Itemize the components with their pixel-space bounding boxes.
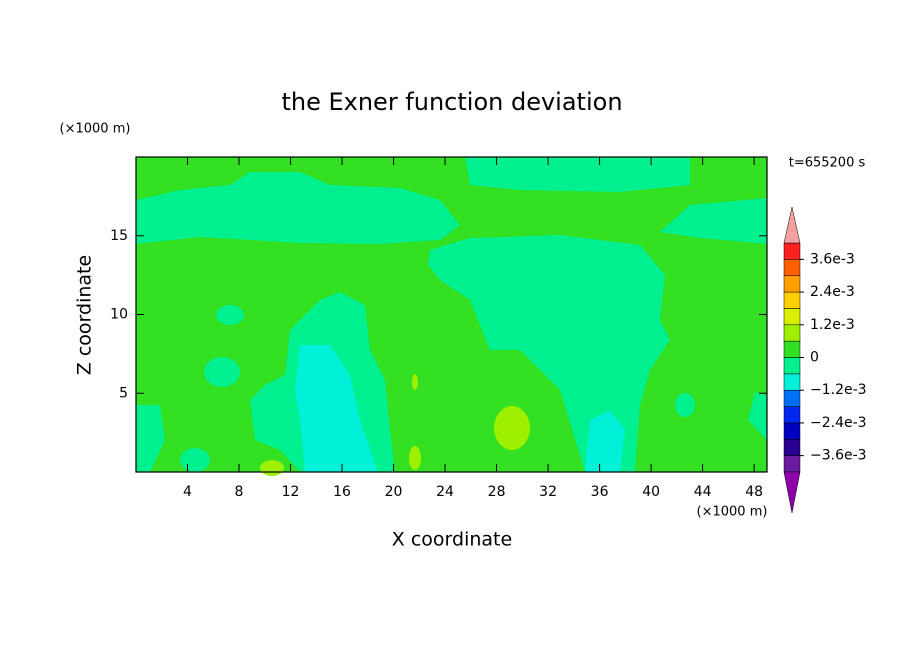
colorbar-box bbox=[783, 340, 801, 358]
colorbar-box bbox=[783, 357, 801, 375]
contour-region bbox=[675, 393, 695, 417]
colorbar-tick-label: 3.6e-3 bbox=[810, 251, 855, 267]
contour-region bbox=[260, 460, 284, 476]
contour-region bbox=[216, 305, 244, 325]
contour-region bbox=[409, 446, 421, 470]
contour-region bbox=[136, 172, 460, 244]
contour-region bbox=[412, 374, 418, 390]
colorbar-tick-label: 0 bbox=[810, 350, 819, 366]
colorbar-box bbox=[783, 291, 801, 309]
colorbar-tick-label: 1.2e-3 bbox=[810, 317, 855, 333]
x-tick-label: 12 bbox=[282, 484, 300, 500]
x-tick-label: 24 bbox=[436, 484, 454, 500]
colorbar-over bbox=[783, 206, 801, 244]
x-tick-label: 36 bbox=[591, 484, 609, 500]
y-tick-label: 5 bbox=[119, 385, 128, 401]
x-tick-label: 28 bbox=[488, 484, 506, 500]
colorbar-box bbox=[783, 242, 801, 260]
colorbar-box bbox=[783, 406, 801, 424]
y-tick-label: 10 bbox=[110, 307, 128, 323]
colorbar-under bbox=[783, 471, 801, 514]
x-unit: (×1000 m) bbox=[697, 505, 768, 520]
annotation: t=655200 s bbox=[789, 156, 866, 171]
x-tick-label: 48 bbox=[745, 484, 763, 500]
colorbar-box bbox=[783, 308, 801, 326]
contour-region bbox=[136, 405, 165, 472]
colorbar-tick-label: −2.4e-3 bbox=[810, 415, 867, 431]
x-axis-label: X coordinate bbox=[392, 529, 512, 551]
colorbar-box bbox=[783, 439, 801, 456]
contour-region bbox=[295, 345, 378, 472]
colorbar-tick-label: −3.6e-3 bbox=[810, 448, 867, 464]
x-tick-label: 8 bbox=[235, 484, 244, 500]
contour-region bbox=[660, 198, 767, 244]
colorbar-tick-label: −1.2e-3 bbox=[810, 382, 867, 398]
colorbar-box bbox=[783, 389, 801, 407]
y-unit: (×1000 m) bbox=[60, 122, 131, 137]
chart-title: the Exner function deviation bbox=[281, 88, 622, 116]
contour-region bbox=[494, 406, 530, 450]
contour-region bbox=[204, 357, 240, 387]
colorbar-box bbox=[783, 275, 801, 293]
y-tick-label: 15 bbox=[110, 228, 128, 244]
x-tick-label: 32 bbox=[539, 484, 557, 500]
contour-region bbox=[748, 392, 767, 440]
contour-region bbox=[465, 157, 690, 192]
contour-region bbox=[585, 410, 625, 472]
colorbar-box bbox=[783, 422, 801, 440]
y-axis-label: Z coordinate bbox=[74, 255, 96, 375]
colorbar-box bbox=[783, 324, 801, 342]
contour-region bbox=[180, 448, 210, 472]
x-tick-label: 20 bbox=[385, 484, 403, 500]
colorbar-box bbox=[783, 455, 801, 473]
x-tick-label: 4 bbox=[183, 484, 192, 500]
colorbar-tick-label: 2.4e-3 bbox=[810, 284, 855, 300]
x-tick-label: 16 bbox=[333, 484, 351, 500]
colorbar-box bbox=[783, 259, 801, 276]
colorbar-box bbox=[783, 373, 801, 391]
x-tick-label: 44 bbox=[694, 484, 712, 500]
x-tick-label: 40 bbox=[642, 484, 660, 500]
